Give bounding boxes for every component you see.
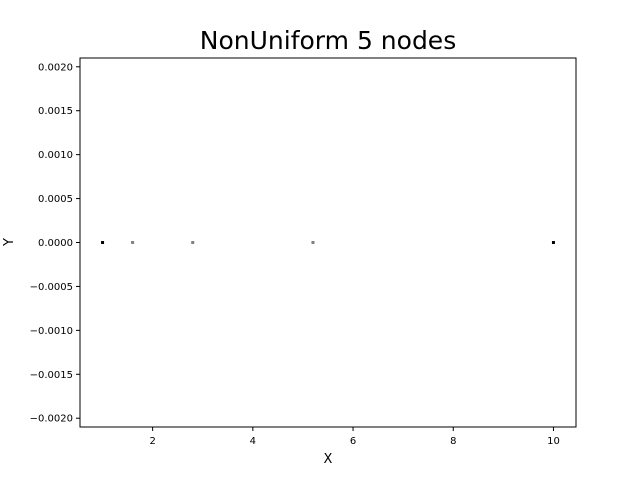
y-axis-label: Y [2,238,17,247]
data-point [101,241,105,244]
x-tick-label: 2 [149,436,155,447]
x-axis-label: X [324,452,333,467]
y-tick-label: 0.0020 [38,62,73,73]
x-tick-label: 10 [547,436,560,447]
x-tick-label: 6 [350,436,356,447]
y-tick-label: 0.0005 [38,194,73,205]
data-point [131,241,135,244]
y-tick-label: −0.0005 [30,282,73,293]
y-tick-label: 0.0010 [38,150,73,161]
y-axis: 0.0020 0.0015 0.0010 0.0005 0.0000 −0.0005 −0.… [30,62,80,425]
y-tick-label: −0.0020 [30,414,73,425]
x-tick-label: 8 [450,436,456,447]
data-point [311,241,315,244]
y-tick-label: −0.0010 [30,326,73,337]
y-tick-label: 0.0015 [38,106,73,117]
y-tick-label: −0.0015 [30,370,73,381]
data-point [191,241,195,244]
x-axis: 2 4 6 8 10 [149,427,560,447]
data-points [101,241,555,244]
data-point [551,241,555,244]
x-tick-label: 4 [250,436,256,447]
plot-area-frame [79,57,577,428]
chart-title: NonUniform 5 nodes [200,26,456,55]
y-tick-label: 0.0000 [38,238,73,249]
